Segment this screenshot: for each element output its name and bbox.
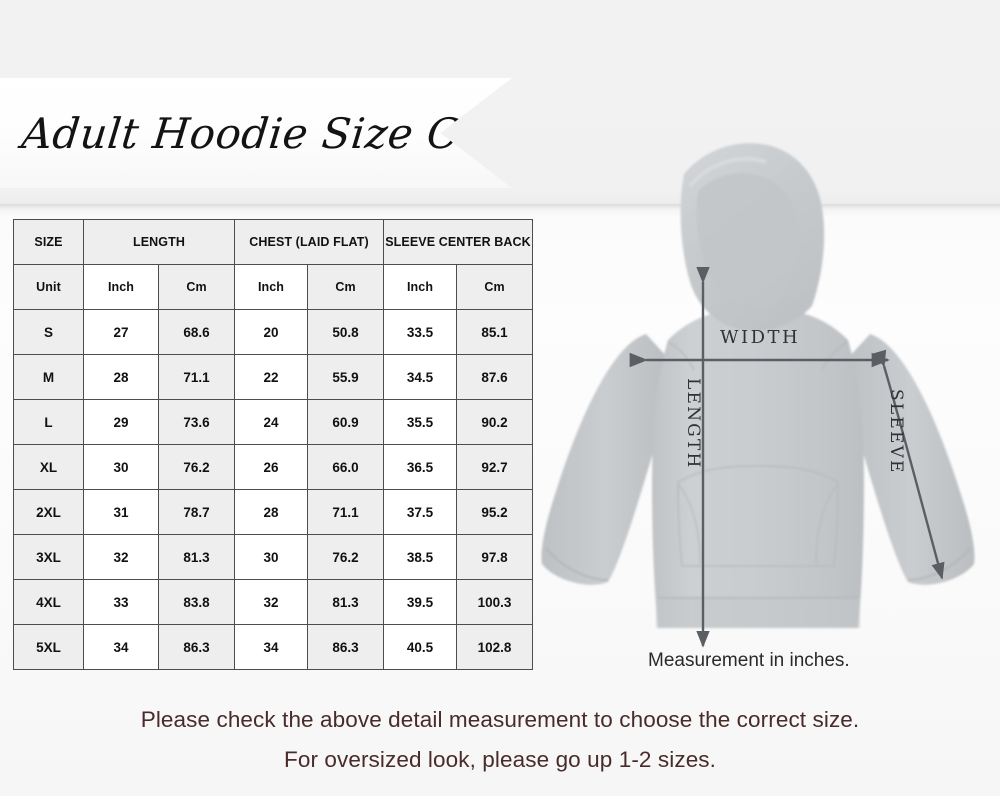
header-unit: Unit bbox=[13, 264, 84, 310]
table-unit-header-row: Unit Inch Cm Inch Cm Inch Cm bbox=[13, 264, 534, 310]
cell-sleeve-cm: 87.6 bbox=[456, 354, 534, 400]
table-group-header-row: SIZE LENGTH CHEST (LAID FLAT) SLEEVE CEN… bbox=[13, 219, 534, 265]
cell-sleeve-inch: 38.5 bbox=[383, 534, 458, 580]
size-chart-table: SIZE LENGTH CHEST (LAID FLAT) SLEEVE CEN… bbox=[13, 219, 534, 670]
hoodie-garment-shape bbox=[541, 143, 975, 628]
cell-chest-inch: 28 bbox=[234, 489, 308, 535]
cell-sleeve-inch: 35.5 bbox=[383, 399, 458, 445]
cell-length-cm: 86.3 bbox=[158, 624, 235, 670]
cell-length-cm: 78.7 bbox=[158, 489, 235, 535]
header-chest: CHEST (LAID FLAT) bbox=[233, 219, 385, 265]
cell-size: 5XL bbox=[13, 624, 84, 670]
cell-chest-cm: 60.9 bbox=[306, 399, 385, 445]
cell-length-inch: 31 bbox=[83, 489, 159, 535]
header-length-inch: Inch bbox=[83, 264, 159, 310]
width-measure-label: WIDTH bbox=[720, 327, 801, 348]
cell-sleeve-cm: 95.2 bbox=[456, 489, 534, 535]
cell-size: M bbox=[13, 354, 84, 400]
header-chest-inch: Inch bbox=[234, 264, 308, 310]
cell-length-cm: 83.8 bbox=[158, 579, 235, 625]
table-row: L 29 73.6 24 60.9 35.5 90.2 bbox=[13, 399, 534, 445]
measurement-unit-note: Measurement in inches. bbox=[648, 650, 850, 671]
sleeve-measure-label: SLEEVE bbox=[886, 389, 906, 475]
cell-length-cm: 76.2 bbox=[158, 444, 235, 490]
cell-sleeve-cm: 85.1 bbox=[456, 309, 534, 355]
page-title: Adult Hoodie Size Chart bbox=[19, 108, 554, 158]
cell-size: 2XL bbox=[13, 489, 84, 535]
size-chart-table-body: S 27 68.6 20 50.8 33.5 85.1 M 28 71.1 22 55.9 34.5 87… bbox=[13, 309, 534, 670]
cell-sleeve-cm: 100.3 bbox=[456, 579, 534, 625]
cell-chest-inch: 34 bbox=[234, 624, 308, 670]
cell-chest-cm: 55.9 bbox=[306, 354, 385, 400]
table-row: 4XL 33 83.8 32 81.3 39.5 100.3 bbox=[13, 579, 534, 625]
cell-chest-inch: 32 bbox=[234, 579, 308, 625]
cell-chest-inch: 20 bbox=[234, 309, 308, 355]
footer-note-line-1: Please check the above detail measuremen… bbox=[140, 707, 860, 732]
table-row: 3XL 32 81.3 30 76.2 38.5 97.8 bbox=[13, 534, 534, 580]
cell-sleeve-inch: 34.5 bbox=[383, 354, 458, 400]
cell-sleeve-inch: 39.5 bbox=[383, 579, 458, 625]
cell-sleeve-cm: 97.8 bbox=[456, 534, 534, 580]
cell-length-cm: 71.1 bbox=[158, 354, 235, 400]
cell-sleeve-inch: 36.5 bbox=[383, 444, 458, 490]
cell-length-cm: 81.3 bbox=[158, 534, 235, 580]
cell-chest-cm: 66.0 bbox=[306, 444, 385, 490]
cell-size: 3XL bbox=[13, 534, 84, 580]
cell-chest-cm: 86.3 bbox=[306, 624, 385, 670]
cell-sleeve-inch: 33.5 bbox=[383, 309, 458, 355]
table-row: XL 30 76.2 26 66.0 36.5 92.7 bbox=[13, 444, 534, 490]
cell-length-cm: 68.6 bbox=[158, 309, 235, 355]
header-size: SIZE bbox=[13, 219, 84, 265]
cell-length-cm: 73.6 bbox=[158, 399, 235, 445]
footer-note-line-2: For oversized look, please go up 1-2 siz… bbox=[283, 747, 717, 772]
table-row: M 28 71.1 22 55.9 34.5 87.6 bbox=[13, 354, 534, 400]
header-chest-cm: Cm bbox=[306, 264, 385, 310]
cell-length-inch: 28 bbox=[83, 354, 159, 400]
cell-chest-cm: 50.8 bbox=[306, 309, 385, 355]
cell-length-inch: 27 bbox=[83, 309, 159, 355]
table-row: 2XL 31 78.7 28 71.1 37.5 95.2 bbox=[13, 489, 534, 535]
title-banner: Adult Hoodie Size Chart bbox=[0, 78, 512, 188]
cell-size: XL bbox=[13, 444, 84, 490]
cell-chest-inch: 22 bbox=[234, 354, 308, 400]
cell-sleeve-inch: 40.5 bbox=[383, 624, 458, 670]
header-sleeve-inch: Inch bbox=[383, 264, 458, 310]
cell-chest-cm: 76.2 bbox=[306, 534, 385, 580]
cell-chest-cm: 71.1 bbox=[306, 489, 385, 535]
cell-length-inch: 30 bbox=[83, 444, 159, 490]
cell-chest-inch: 26 bbox=[234, 444, 308, 490]
footer-notes: Please check the above detail measuremen… bbox=[0, 700, 1000, 780]
cell-sleeve-cm: 92.7 bbox=[456, 444, 534, 490]
header-length: LENGTH bbox=[83, 219, 235, 265]
cell-sleeve-inch: 37.5 bbox=[383, 489, 458, 535]
cell-chest-cm: 81.3 bbox=[306, 579, 385, 625]
cell-sleeve-cm: 90.2 bbox=[456, 399, 534, 445]
cell-length-inch: 34 bbox=[83, 624, 159, 670]
cell-length-inch: 29 bbox=[83, 399, 159, 445]
size-chart-table-container: SIZE LENGTH CHEST (LAID FLAT) SLEEVE CEN… bbox=[13, 219, 534, 670]
cell-size: S bbox=[13, 309, 84, 355]
header-sleeve: SLEEVE CENTER BACK bbox=[383, 219, 534, 265]
cell-size: L bbox=[13, 399, 84, 445]
header-length-cm: Cm bbox=[158, 264, 235, 310]
table-row: S 27 68.6 20 50.8 33.5 85.1 bbox=[13, 309, 534, 355]
length-measure-label: LENGTH bbox=[683, 378, 703, 470]
cell-size: 4XL bbox=[13, 579, 84, 625]
cell-chest-inch: 30 bbox=[234, 534, 308, 580]
cell-length-inch: 32 bbox=[83, 534, 159, 580]
table-row: 5XL 34 86.3 34 86.3 40.5 102.8 bbox=[13, 624, 534, 670]
cell-chest-inch: 24 bbox=[234, 399, 308, 445]
cell-length-inch: 33 bbox=[83, 579, 159, 625]
hoodie-illustration bbox=[528, 112, 988, 652]
cell-sleeve-cm: 102.8 bbox=[456, 624, 534, 670]
header-sleeve-cm: Cm bbox=[456, 264, 534, 310]
sleeve-measure-arrow bbox=[873, 349, 945, 580]
